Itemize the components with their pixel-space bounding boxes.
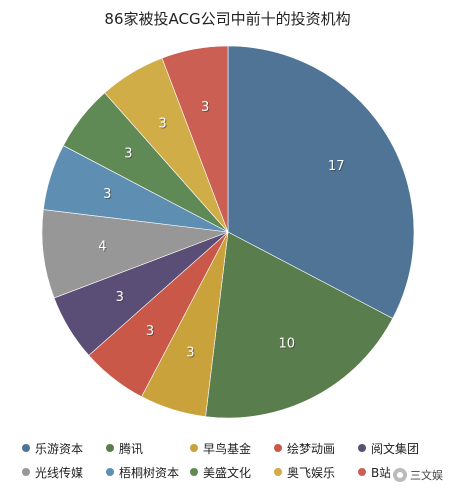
legend-label: 梧桐树资本: [119, 465, 180, 480]
slice-value-label: 3: [186, 345, 194, 360]
slice-value-label: 17: [328, 159, 345, 174]
legend-label: 绘梦动画: [287, 441, 336, 456]
legend-label: 奥飞娱乐: [287, 465, 336, 480]
legend-label: 乐游资本: [35, 441, 84, 456]
legend-label: 阅文集团: [371, 441, 420, 456]
slice-value-label: 3: [146, 324, 154, 339]
watermark-text: 三文娱: [410, 469, 443, 482]
legend-swatch: [358, 468, 366, 476]
legend-label: 美盛文化: [203, 465, 252, 480]
legend-swatch: [190, 444, 198, 452]
pie-slices: [41, 45, 415, 419]
legend-item: 早鸟基金: [190, 440, 274, 457]
legend-swatch: [190, 468, 198, 476]
legend-row: 光线传媒 梧桐树资本 美盛文化 奥飞娱乐 B站: [22, 460, 442, 484]
legend-swatch: [106, 444, 114, 452]
legend-item: 阅文集团: [358, 440, 442, 457]
wechat-logo-icon: [393, 468, 407, 482]
pie-slice-1: [205, 231, 394, 419]
slice-value-label: 3: [124, 146, 132, 161]
pie-slice-0: [227, 45, 415, 319]
slice-value-label: 3: [116, 290, 124, 305]
legend-row: 乐游资本 腾讯 早鸟基金 绘梦动画 阅文集团: [22, 436, 442, 460]
legend-label: 早鸟基金: [203, 441, 252, 456]
legend-swatch: [274, 444, 282, 452]
slice-value-label: 3: [201, 100, 209, 115]
slice-value-label-shadow: 3: [187, 346, 195, 361]
legend-item: 梧桐树资本: [106, 464, 190, 481]
slice-value-label-shadow: 3: [202, 101, 210, 116]
slice-value-label-shadow: 17: [329, 160, 346, 175]
chart-title: 86家被投ACG公司中前十的投资机构: [104, 10, 351, 28]
slice-value-label-shadow: 3: [117, 291, 125, 306]
legend-item: 绘梦动画: [274, 440, 358, 457]
legend-swatch: [22, 468, 30, 476]
watermark: 三文娱: [390, 466, 446, 484]
legend-item: 乐游资本: [22, 440, 106, 457]
slice-value-label: 4: [98, 240, 106, 255]
slice-value-label: 3: [158, 116, 166, 131]
legend: 乐游资本 腾讯 早鸟基金 绘梦动画 阅文集团 光线传媒 梧桐树资本 美盛文化 奥飞娱乐 B站: [22, 436, 442, 484]
legend-label: 光线传媒: [35, 465, 84, 480]
legend-item: 美盛文化: [190, 464, 274, 481]
slice-value-label-shadow: 3: [104, 188, 112, 203]
slice-value-label-shadow: 4: [99, 241, 107, 256]
slice-value-label-shadow: 10: [280, 337, 297, 352]
legend-item: B站: [358, 464, 442, 481]
slice-value-label: 3: [103, 187, 111, 202]
legend-item: 光线传媒: [22, 464, 106, 481]
slice-value-label-shadow: 3: [147, 325, 155, 340]
slice-value-label-shadow: 3: [125, 147, 133, 162]
slice-value-label: 10: [279, 336, 296, 351]
legend-swatch: [22, 444, 30, 452]
pie-slice-9: [161, 45, 229, 233]
legend-item: 奥飞娱乐: [274, 464, 358, 481]
legend-swatch: [274, 468, 282, 476]
legend-swatch: [358, 444, 366, 452]
slice-value-label-shadow: 3: [159, 117, 167, 132]
legend-label: 腾讯: [119, 441, 144, 456]
legend-swatch: [106, 468, 114, 476]
legend-label: B站: [371, 465, 392, 480]
legend-item: 腾讯: [106, 440, 190, 457]
